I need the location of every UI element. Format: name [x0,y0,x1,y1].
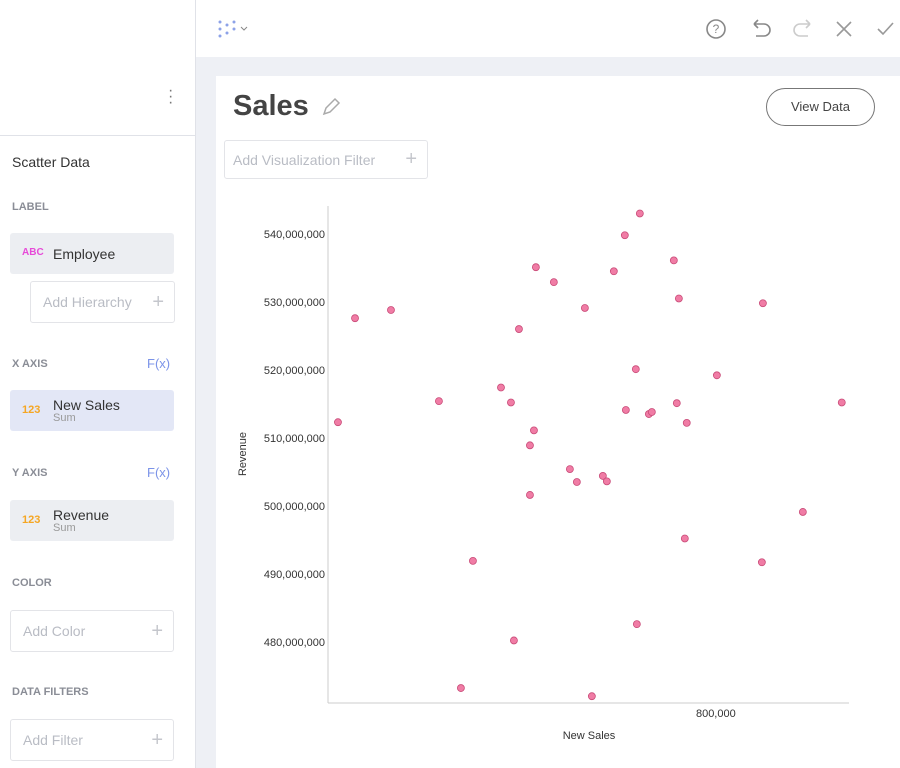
x-field[interactable]: 123 New Sales Sum [10,390,174,431]
point [682,418,691,427]
point [647,408,656,416]
point [510,636,518,645]
point [457,684,465,692]
y-axis-title: Revenue [237,432,249,476]
fx-button[interactable]: F(x) [147,356,171,371]
section-heading: DATA FILTERS [12,686,89,698]
point [387,306,395,314]
point [631,365,640,374]
sidebar-title: Scatter Data [12,154,90,170]
badge: 123 [22,404,41,416]
point [334,418,342,427]
point [497,383,505,392]
section-heading: Y AXIS [12,467,48,479]
x-tick-label: 800,000 [696,708,736,720]
section-heading: X AXIS [12,358,48,370]
point [712,371,721,380]
badge: 123 [22,514,41,526]
sidebar: · · · Scatter Data LABEL ABC Employee Add … [0,0,196,768]
toolbar-icons: ? [218,19,894,39]
card-title: Sales [233,90,309,122]
svg-text:?: ? [713,22,720,36]
point [531,263,540,272]
point [587,692,596,701]
point [602,477,611,486]
point [674,294,683,303]
point [515,325,523,333]
point [526,441,534,450]
point [572,478,581,486]
add-hierarchy[interactable]: Add Hierarchy + [30,281,175,323]
y-tick-label: 500,000,000 [264,501,325,513]
fx-button[interactable]: F(x) [147,465,171,480]
card: Sales View Data Add Visualization Filter… [216,76,900,768]
menu-icon[interactable]: · · · [168,82,174,111]
point [351,314,359,323]
placeholder: Add Color [23,623,86,639]
field-name: Revenue [53,507,110,523]
section-heading: COLOR [12,577,52,589]
point [635,209,644,218]
point [530,426,538,435]
divider [0,135,195,136]
point [469,557,477,565]
x-axis-title: New Sales [563,730,616,742]
y-tick-label: 540,000,000 [264,229,325,241]
point [672,399,681,408]
add-filter[interactable]: Add Filter + [10,719,174,761]
point [609,267,618,276]
point [669,256,678,265]
point [758,299,767,308]
point [837,398,846,407]
point [435,397,443,406]
field-agg: Sum [53,522,76,534]
point [549,278,558,287]
point [798,508,807,516]
point [680,534,689,543]
point [757,558,766,567]
field-name: Employee [53,246,116,262]
field-agg: Sum [53,412,76,424]
view-data-button[interactable]: View Data [766,88,875,126]
placeholder: Add Filter [23,732,83,748]
add-visualization-filter[interactable]: Add Visualization Filter + [224,140,428,179]
toolbar: ? [196,0,900,57]
section-heading: LABEL [12,201,49,213]
point [565,465,574,474]
y-field[interactable]: 123 Revenue Sum [10,500,174,541]
y-tick-label: 510,000,000 [264,433,325,445]
point [632,620,641,629]
point [620,231,629,240]
label-field[interactable]: ABC Employee [10,233,174,274]
add-color[interactable]: Add Color + [10,610,174,652]
y-tick-label: 490,000,000 [264,569,325,581]
y-tick-label: 520,000,000 [264,365,325,377]
badge: ABC [22,247,44,258]
edit-icon[interactable] [320,96,342,118]
point [580,304,589,312]
field-name: New Sales [53,397,120,413]
point [621,406,630,414]
placeholder: Add Hierarchy [43,294,132,310]
point [598,472,607,480]
point [507,398,515,407]
point [526,491,534,499]
y-tick-label: 530,000,000 [264,297,325,309]
y-tick-label: 480,000,000 [264,637,325,649]
placeholder: Add Visualization Filter [233,152,376,168]
